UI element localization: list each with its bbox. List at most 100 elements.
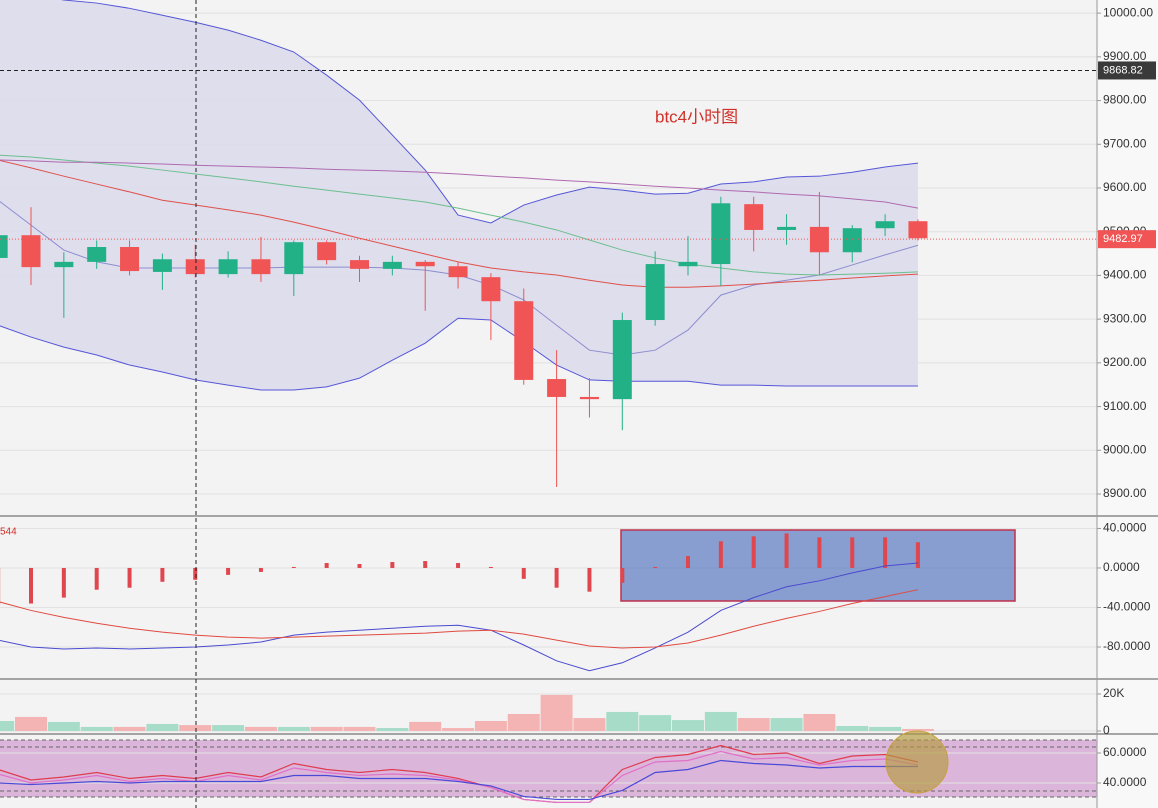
macd-bar (653, 566, 658, 568)
volume-bar (277, 726, 310, 732)
volume-bar (442, 728, 475, 732)
macd-bar (29, 567, 33, 604)
crosshair-label-box (1098, 61, 1156, 80)
y-tick-label: 9600.00 (1103, 180, 1147, 194)
candle-body (152, 259, 172, 272)
y-tick-label: 0 (1103, 723, 1110, 737)
candle-body (284, 242, 304, 275)
volume-bar (737, 718, 770, 732)
y-tick-label: 9800.00 (1103, 93, 1147, 107)
volume-bar (573, 718, 606, 732)
candle-body (87, 247, 107, 262)
y-tick-label: 9000.00 (1103, 442, 1147, 456)
volume-bar (113, 726, 146, 732)
candle-body (547, 379, 567, 397)
y-tick-label: 40.0000 (1103, 521, 1147, 535)
candle-body (875, 221, 895, 229)
volume-bar (901, 728, 934, 732)
volume-bar (672, 720, 704, 732)
highlight-circle (885, 730, 949, 794)
volume-bar (179, 725, 212, 732)
candle-body (678, 261, 698, 267)
macd-bar (291, 566, 296, 568)
y-tick-label: 9900.00 (1103, 49, 1147, 63)
line (0, 562, 918, 672)
macd-bar (423, 561, 428, 568)
line (0, 744, 919, 804)
candle-body (120, 247, 140, 272)
macd-bar (160, 567, 165, 582)
candle-body (251, 259, 271, 275)
candle-body (448, 266, 468, 278)
candle-body (0, 235, 8, 258)
y-tick-label: 10000.00 (1103, 5, 1153, 19)
volume-bar (803, 713, 836, 732)
macd-bar (488, 566, 493, 568)
volume-bar (836, 726, 869, 732)
candle-body (481, 277, 501, 302)
y-tick-label: -40.0000 (1103, 600, 1151, 614)
volume-bar (80, 726, 113, 732)
candle-body (185, 259, 205, 275)
volume-bar (244, 726, 277, 732)
candle-body (711, 203, 731, 265)
volume-bar (770, 718, 803, 732)
volume-bar (869, 726, 902, 732)
crosshair-label: 9868.82 (1103, 64, 1143, 76)
y-tick-label: 20K (1103, 686, 1124, 700)
line (0, 759, 918, 801)
last-price-box (1098, 230, 1156, 249)
macd-bar (915, 542, 920, 568)
macd-bar (193, 567, 198, 580)
macd-bar (817, 537, 822, 568)
macd-bar (390, 562, 395, 568)
volume-bar (507, 713, 540, 732)
y-tick-label: 9400.00 (1103, 268, 1147, 282)
volume-bar (409, 721, 442, 732)
candle-body (218, 259, 238, 275)
candle-body (842, 228, 862, 253)
volume-bar (15, 716, 47, 732)
volume-bar (704, 711, 737, 732)
candle-body (21, 235, 41, 268)
macd-bar (226, 567, 231, 575)
macd-label: 544 (0, 527, 17, 538)
chart-title: btc4小时图 (655, 107, 738, 126)
y-tick-label: 60.0000 (1103, 745, 1147, 759)
volume-bar (639, 715, 672, 732)
candle-body (382, 261, 402, 269)
macd-bar (686, 556, 690, 568)
volume-bar (310, 726, 343, 732)
y-tick-label: 9700.00 (1103, 136, 1147, 150)
y-tick-label: 8900.00 (1103, 486, 1147, 500)
macd-bar (850, 537, 855, 568)
y-tick-label: 0.0000 (1103, 560, 1140, 574)
candle-body (54, 261, 74, 268)
macd-bar (784, 533, 789, 568)
volume-bar (0, 721, 15, 732)
macd-bar (521, 567, 526, 579)
candle-body (744, 204, 764, 230)
macd-bar (883, 537, 888, 568)
macd-bar (61, 567, 66, 598)
volume-bar (47, 721, 80, 732)
band-fill (0, 0, 918, 390)
macd-bar (127, 567, 132, 588)
volume-bar (212, 725, 245, 732)
candle-body (777, 226, 797, 230)
y-tick-label: 9200.00 (1103, 355, 1147, 369)
volume-bar (606, 711, 639, 732)
volume-bar (540, 694, 573, 732)
macd-bar (94, 567, 99, 590)
line (0, 750, 919, 804)
candle-body (908, 221, 928, 239)
candle-body (612, 320, 632, 400)
macd-bar (456, 563, 461, 568)
macd-bar (258, 567, 263, 572)
last-price-label: 9482.97 (1103, 233, 1143, 245)
macd-bar (324, 563, 329, 568)
volume-bar (376, 728, 409, 732)
